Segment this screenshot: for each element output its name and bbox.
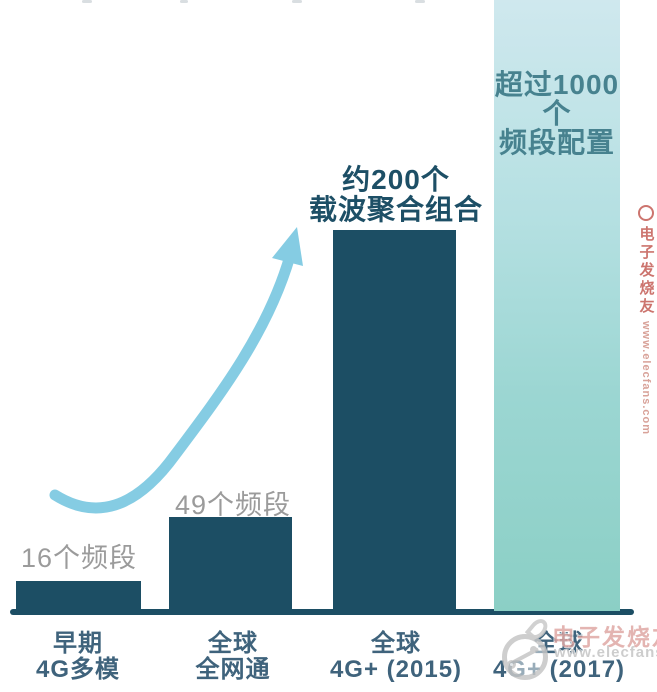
watermark: 电子发烧友 www.elecfans.com <box>494 615 657 692</box>
watermark-vertical-brand-text: 电子发烧友 <box>637 226 655 316</box>
value-label-bar4-line2: 频段配置 <box>498 127 615 158</box>
top-edge-speck <box>180 0 188 3</box>
bar-global-4gplus-2017 <box>494 0 620 611</box>
category-label-bar3: 全球 4G+ (2015) <box>311 631 481 683</box>
value-label-bar2: 49个频段 <box>174 490 292 520</box>
value-label-bar3: 约200个 载波聚合组合 <box>298 165 494 225</box>
category-label-bar2: 全球 全网通 <box>148 631 318 683</box>
value-label-bar4-line1: 超过1000个 <box>494 69 620 129</box>
watermark-vertical-url-text: www.elecfans.com <box>640 321 652 436</box>
category-label-bar3-line2: 4G+ (2015) <box>329 656 463 683</box>
value-label-bar4: 超过1000个 频段配置 <box>482 70 632 157</box>
watermark-url-text: www.elecfans.com <box>554 644 657 661</box>
value-label-bar3-line2: 载波聚合组合 <box>308 194 483 225</box>
watermark-vertical-logo-icon <box>638 205 654 221</box>
watermark-logo-dot <box>530 646 537 653</box>
top-edge-speck <box>292 0 302 3</box>
category-label-bar3-line1: 全球 <box>371 630 421 657</box>
watermark-logo-dot <box>507 660 516 669</box>
x-axis-line <box>10 609 634 615</box>
top-edge-speck <box>82 0 92 3</box>
top-edge-speck <box>415 0 425 3</box>
category-label-bar1-line1: 早期 <box>53 630 103 657</box>
bar-global-allnetcom <box>169 517 292 611</box>
value-label-bar1: 16个频段 <box>20 543 138 573</box>
category-label-bar1-line2: 4G多模 <box>35 656 120 683</box>
watermark-brand-text: 电子发烧友 <box>552 624 657 650</box>
bar-global-4gplus-2015 <box>333 230 456 611</box>
category-label-bar2-line2: 全网通 <box>195 656 271 683</box>
bar-early-4g-multimode <box>16 581 141 611</box>
watermark-vertical: 电子发烧友 www.elecfans.com <box>635 205 657 435</box>
value-label-bar3-line1: 约200个 <box>342 164 450 195</box>
category-label-bar2-line1: 全球 <box>208 630 258 657</box>
category-label-bar1: 早期 4G多模 <box>0 631 163 683</box>
